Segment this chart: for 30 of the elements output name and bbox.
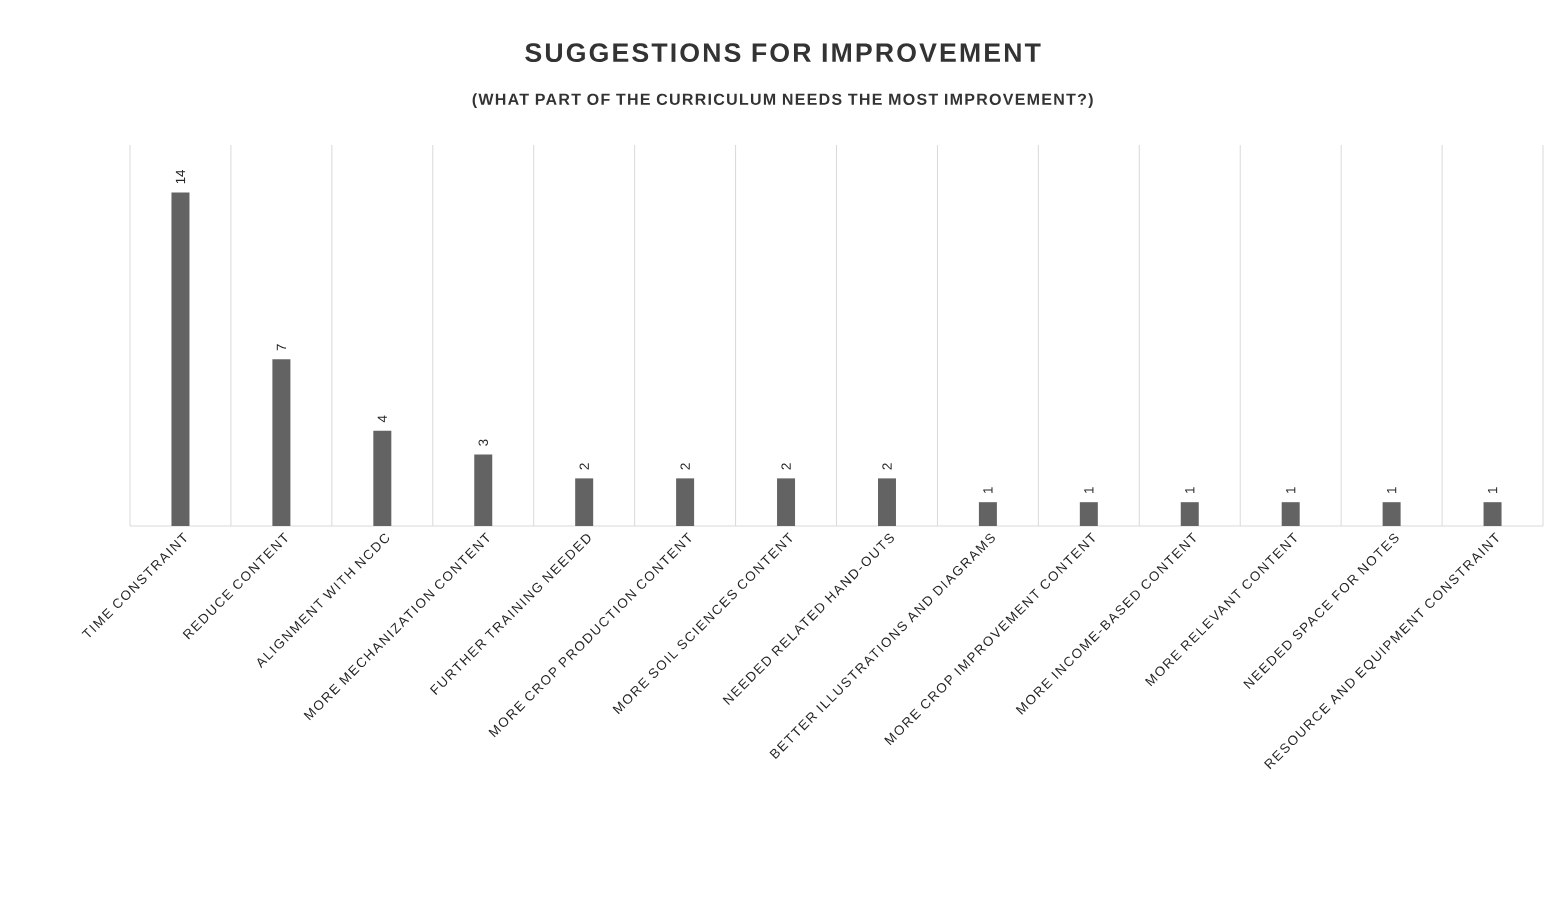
data-label: 1 xyxy=(1286,487,1296,493)
data-label: 1 xyxy=(1185,487,1195,493)
data-label: 2 xyxy=(781,463,791,470)
bar xyxy=(272,359,291,526)
bar xyxy=(474,454,493,526)
data-label: 1 xyxy=(983,487,993,493)
chart-subtitle: (WHAT PART OF THE CURRICULUM NEEDS THE MOST IMPROVEMENT?) xyxy=(472,93,1093,109)
bar xyxy=(1180,502,1199,526)
bar xyxy=(1079,502,1098,526)
bar xyxy=(171,192,190,526)
bar xyxy=(777,478,796,526)
bar xyxy=(1483,502,1502,526)
data-label: 14 xyxy=(175,169,186,184)
data-label: 1 xyxy=(1487,487,1498,493)
data-label: 1 xyxy=(1387,487,1397,493)
data-label: 4 xyxy=(377,415,387,423)
data-label: 7 xyxy=(276,344,286,351)
bar xyxy=(1382,502,1401,526)
chart-title: SUGGESTIONS FOR IMPROVEMENT xyxy=(525,43,1041,63)
data-label: 1 xyxy=(1084,487,1094,493)
data-label: 2 xyxy=(882,463,892,470)
data-label: 2 xyxy=(579,463,589,470)
bar xyxy=(575,478,594,526)
bar xyxy=(373,430,392,526)
bar xyxy=(978,502,997,526)
bar xyxy=(877,478,896,526)
bar xyxy=(1281,502,1300,526)
data-label: 3 xyxy=(478,439,488,446)
bar xyxy=(676,478,695,526)
data-label: 2 xyxy=(680,463,690,470)
